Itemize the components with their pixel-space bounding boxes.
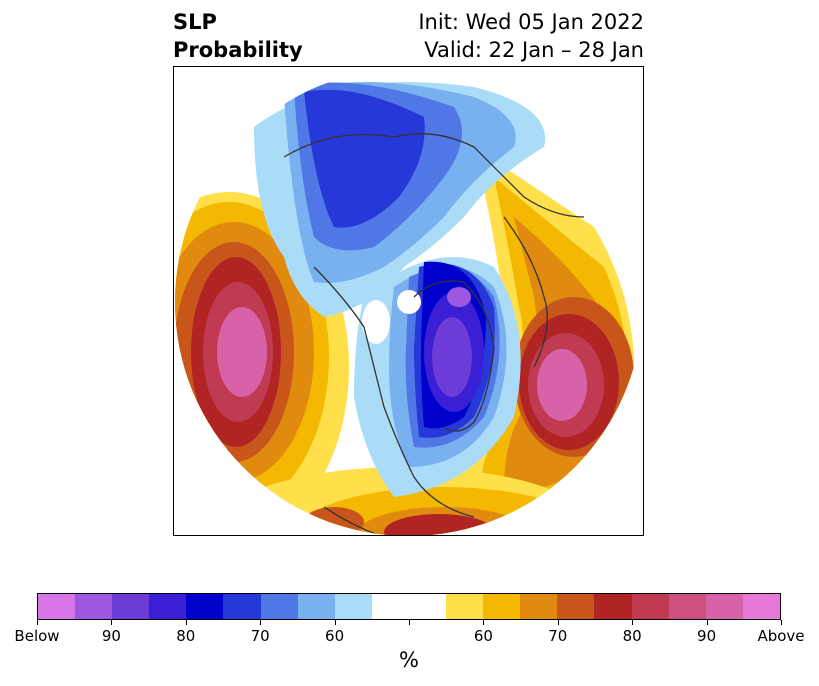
colorbar-segment [446,594,484,619]
colorbar-tick-mark [409,620,410,625]
colorbar-segment [408,594,447,619]
valid-range: Valid: 22 Jan – 28 Jan [424,38,644,62]
colorbar-tick-mark [632,620,634,625]
colorbar-segment [38,594,76,619]
colorbar-tick-label: Above [757,627,805,645]
colorbar-tick-mark [111,620,113,625]
colorbar-tick-mark [37,620,38,625]
colorbar-segment [631,594,669,619]
colorbar-segment [668,594,706,619]
colorbar-tick-label: 80 [176,627,196,645]
colorbar-segment [260,594,298,619]
colorbar-segment [186,594,224,619]
colorbar-tick-label: 60 [325,627,345,645]
colorbar-tick-mark [334,620,336,625]
colorbar-tick-label: 80 [622,627,642,645]
colorbar-segment [705,594,743,619]
colorbar-tick-mark [557,620,559,625]
probability-map [175,68,643,535]
title-right: Init: Wed 05 Jan 2022 Valid: 22 Jan – 28… [418,8,644,64]
colorbar-tick-label: 90 [101,627,121,645]
colorbar-tick-label: 90 [697,627,717,645]
colorbar-segment [297,594,335,619]
coastlines [283,133,585,535]
colorbar-segment [223,594,261,619]
colorbar-tick-label: 60 [473,627,493,645]
colorbar [37,593,781,620]
colorbar-tick-label: Below [14,627,60,645]
colorbar-segment [371,594,409,619]
colorbar-segment [149,594,187,619]
colorbar-tick-mark [260,620,262,625]
colorbar-tick-mark [706,620,708,625]
colorbar-segment [483,594,521,619]
colorbar-segment [520,594,558,619]
colorbar-segment [742,594,780,619]
colorbar-segment [75,594,113,619]
title-variable: SLP [173,10,217,34]
init-date: Init: Wed 05 Jan 2022 [418,10,644,34]
colorbar-unit-label: % [399,648,419,672]
title-left: SLP Probability [173,8,303,64]
colorbar-tick-mark [483,620,485,625]
colorbar-segment [594,594,632,619]
colorbar-segment [112,594,150,619]
colorbar-segment [557,594,595,619]
colorbar-tick-mark [781,620,782,625]
colorbar-tick-label: 70 [548,627,568,645]
colorbar-tick-label: 70 [250,627,270,645]
colorbar-segment [334,594,372,619]
eurasia-below-region [254,82,546,317]
map-panel [173,66,644,536]
colorbar-tick-mark [185,620,187,625]
title-product: Probability [173,38,303,62]
atlantic-above-region [464,147,634,535]
